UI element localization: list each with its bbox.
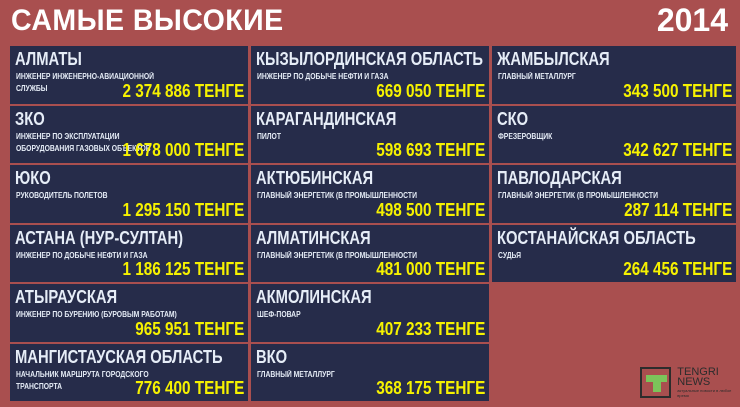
region-card: АКТЮБИНСКАЯ ГЛАВНЫЙ ЭНЕРГЕТИК (В ПРОМЫШЛ…	[251, 165, 489, 223]
logo-tagline: актуальные новости в любое время	[677, 388, 732, 398]
tengri-news-logo: TENGRI NEWS актуальные новости в любое в…	[640, 367, 740, 398]
job-title: ИНЖЕНЕР ПО БУРЕНИЮ (БУРОВЫМ РАБОТАМ)	[16, 310, 177, 319]
region-card: АЛМАТЫ ИНЖЕНЕР ИНЖЕНЕРНО-АВИАЦИОННОЙ СЛУ…	[10, 46, 248, 104]
salary: 368 175 ТЕНГЕ	[375, 378, 485, 398]
job-title: ГЛАВНЫЙ ЭНЕРГЕТИК (В ПРОМЫШЛЕННОСТИ	[257, 191, 417, 200]
region-card: АСТАНА (НУР-СУЛТАН) ИНЖЕНЕР ПО ДОБЫЧЕ НЕ…	[10, 224, 248, 282]
job-title: НАЧАЛЬНИК МАРШРУТА ГОРОДСКОГО ТРАНСПОРТА	[16, 369, 149, 391]
region-name: АСТАНА (НУР-СУЛТАН)	[15, 227, 184, 248]
logo-line2: NEWS	[677, 376, 711, 388]
job-title: ФРЕЗЕРОВЩИК	[498, 131, 553, 141]
region-name: ПАВЛОДАРСКАЯ	[497, 168, 622, 188]
region-card: КЫЗЫЛОРДИНСКАЯ ОБЛАСТЬ ИНЖЕНЕР ПО ДОБЫЧЕ…	[251, 46, 489, 104]
empty-cell	[492, 284, 736, 342]
salary: 598 693 ТЕНГЕ	[375, 140, 485, 160]
region-name: КЫЗЫЛОРДИНСКАЯ ОБЛАСТЬ	[256, 49, 484, 69]
region-name: АКТЮБИНСКАЯ	[256, 168, 374, 188]
region-card: СКО ФРЕЗЕРОВЩИК 342 627 ТЕНГЕ	[492, 105, 736, 163]
region-card: КОСТАНАЙСКАЯ ОБЛАСТЬ СУДЬЯ 264 456 ТЕНГЕ	[492, 224, 736, 282]
salary: 1 678 000 ТЕНГЕ	[122, 140, 244, 160]
job-title: ГЛАВНЫЙ МЕТАЛЛУРГ	[498, 72, 576, 81]
salary: 343 500 ТЕНГЕ	[622, 80, 732, 101]
region-name: АЛМАТИНСКАЯ	[256, 227, 371, 248]
job-title: РУКОВОДИТЕЛЬ ПОЛЕТОВ	[16, 191, 108, 200]
salary: 965 951 ТЕНГЕ	[134, 318, 244, 339]
region-name: ЗКО	[15, 108, 45, 129]
page-title: САМЫЕ ВЫСОКИЕ	[11, 4, 284, 37]
region-card: ЗКО ИНЖЕНЕР ПО ЭКСПЛУАТАЦИИ ОБОРУДОВАНИЯ…	[10, 105, 248, 163]
region-name: МАНГИСТАУСКАЯ ОБЛАСТЬ	[15, 346, 223, 367]
region-name: АКМОЛИНСКАЯ	[256, 287, 372, 307]
job-title: ИНЖЕНЕР ПО ЭКСПЛУАТАЦИИ ОБОРУДОВАНИЯ ГАЗ…	[16, 131, 151, 153]
region-card: АЛМАТИНСКАЯ ГЛАВНЫЙ ЭНЕРГЕТИК (В ПРОМЫШЛ…	[251, 224, 489, 282]
region-name: АЛМАТЫ	[15, 49, 82, 69]
region-card: МАНГИСТАУСКАЯ ОБЛАСТЬ НАЧАЛЬНИК МАРШРУТА…	[10, 343, 248, 401]
region-name: КАРАГАНДИНСКАЯ	[256, 108, 397, 129]
region-card: ВКО ГЛАВНЫЙ МЕТАЛЛУРГ 368 175 ТЕНГЕ	[251, 343, 489, 401]
salary: 2 374 886 ТЕНГЕ	[122, 80, 244, 101]
region-name: СКО	[497, 108, 529, 129]
logo-line1: TENGRI	[677, 366, 719, 378]
region-card: АКМОЛИНСКАЯ ШЕФ-ПОВАР 407 233 ТЕНГЕ	[251, 284, 489, 342]
salary: 407 233 ТЕНГЕ	[375, 318, 485, 339]
region-card: ЖАМБЫЛСКАЯ ГЛАВНЫЙ МЕТАЛЛУРГ 343 500 ТЕН…	[492, 46, 736, 104]
job-title: ШЕФ-ПОВАР	[257, 310, 301, 319]
job-title: ИНЖЕНЕР ПО ДОБЫЧЕ НЕФТИ И ГАЗА	[257, 72, 389, 81]
salary: 498 500 ТЕНГЕ	[375, 199, 485, 220]
region-name: ЮКО	[15, 168, 51, 188]
salary: 1 186 125 ТЕНГЕ	[122, 259, 244, 279]
job-title: ГЛАВНЫЙ ЭНЕРГЕТИК (В ПРОМЫШЛЕННОСТИ	[498, 191, 658, 200]
job-title: ГЛАВНЫЙ МЕТАЛЛУРГ	[257, 369, 335, 379]
job-title: ПИЛОТ	[257, 131, 281, 141]
job-title: СУДЬЯ	[498, 250, 522, 260]
salary: 342 627 ТЕНГЕ	[622, 140, 732, 160]
region-card: КАРАГАНДИНСКАЯ ПИЛОТ 598 693 ТЕНГЕ	[251, 105, 489, 163]
salary: 264 456 ТЕНГЕ	[622, 259, 732, 279]
region-card: ПАВЛОДАРСКАЯ ГЛАВНЫЙ ЭНЕРГЕТИК (В ПРОМЫШ…	[492, 165, 736, 223]
region-name: АТЫРАУСКАЯ	[15, 287, 118, 307]
region-card: ЮКО РУКОВОДИТЕЛЬ ПОЛЕТОВ 1 295 150 ТЕНГЕ	[10, 165, 248, 223]
salary-grid: АЛМАТЫ ИНЖЕНЕР ИНЖЕНЕРНО-АВИАЦИОННОЙ СЛУ…	[10, 46, 736, 401]
job-title: ИНЖЕНЕР ПО ДОБЫЧЕ НЕФТИ И ГАЗА	[16, 250, 148, 260]
job-title: ГЛАВНЫЙ ЭНЕРГЕТИК (В ПРОМЫШЛЕННОСТИ	[257, 250, 417, 260]
job-title: ИНЖЕНЕР ИНЖЕНЕРНО-АВИАЦИОННОЙ СЛУЖБЫ	[16, 72, 155, 93]
tengri-logo-icon	[640, 367, 672, 398]
year: 2014	[656, 2, 728, 38]
region-name: ВКО	[256, 346, 288, 367]
salary: 669 050 ТЕНГЕ	[375, 80, 485, 101]
salary: 1 295 150 ТЕНГЕ	[122, 199, 244, 220]
region-name: ЖАМБЫЛСКАЯ	[497, 49, 610, 69]
region-name: КОСТАНАЙСКАЯ ОБЛАСТЬ	[497, 227, 696, 248]
salary: 287 114 ТЕНГЕ	[623, 199, 732, 220]
region-card: АТЫРАУСКАЯ ИНЖЕНЕР ПО БУРЕНИЮ (БУРОВЫМ Р…	[10, 284, 248, 342]
salary: 776 400 ТЕНГЕ	[134, 378, 244, 398]
salary: 481 000 ТЕНГЕ	[375, 259, 485, 279]
